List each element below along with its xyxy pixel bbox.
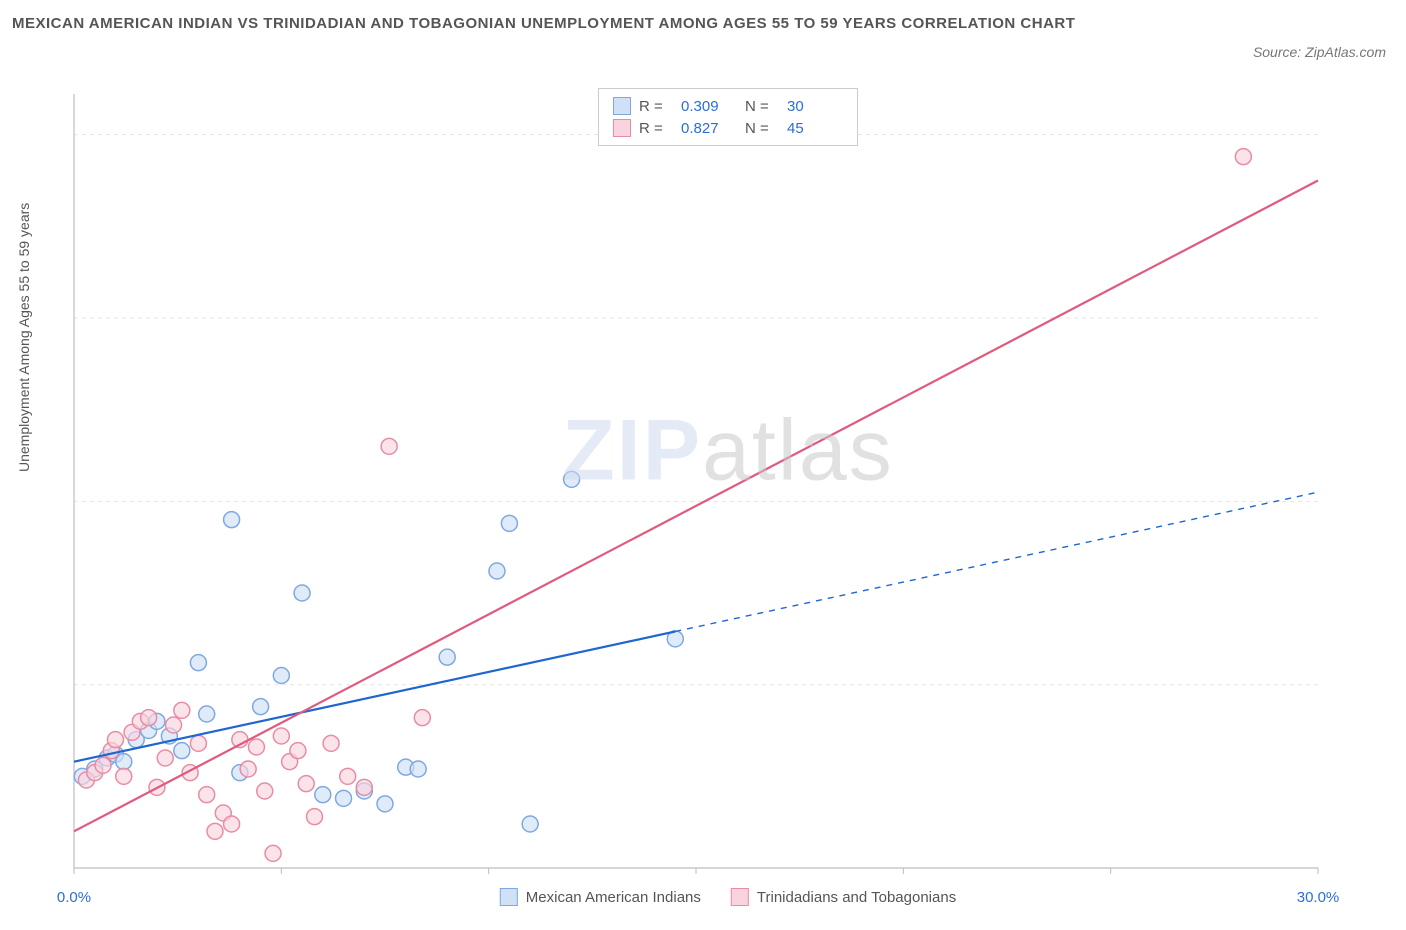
y-axis-label: Unemployment Among Ages 55 to 59 years: [16, 203, 32, 472]
chart-title: MEXICAN AMERICAN INDIAN VS TRINIDADIAN A…: [12, 12, 1132, 36]
legend-stats: R = 0.309 N = 30 R = 0.827 N = 45: [598, 88, 858, 146]
legend-swatch-icon: [500, 888, 518, 906]
plot-area: ZIPatlas R = 0.309 N = 30 R = 0.827 N = …: [68, 88, 1388, 878]
x-tick-label: 0.0%: [57, 889, 91, 906]
legend-swatch-icon: [613, 119, 631, 137]
x-tick-label: 30.0%: [1297, 889, 1340, 906]
legend-swatch-icon: [731, 888, 749, 906]
legend-series: Mexican American Indians Trinidadians an…: [500, 888, 956, 906]
legend-swatch-icon: [613, 97, 631, 115]
source-label: Source: ZipAtlas.com: [1253, 44, 1386, 60]
scatter-chart: [68, 88, 1388, 878]
